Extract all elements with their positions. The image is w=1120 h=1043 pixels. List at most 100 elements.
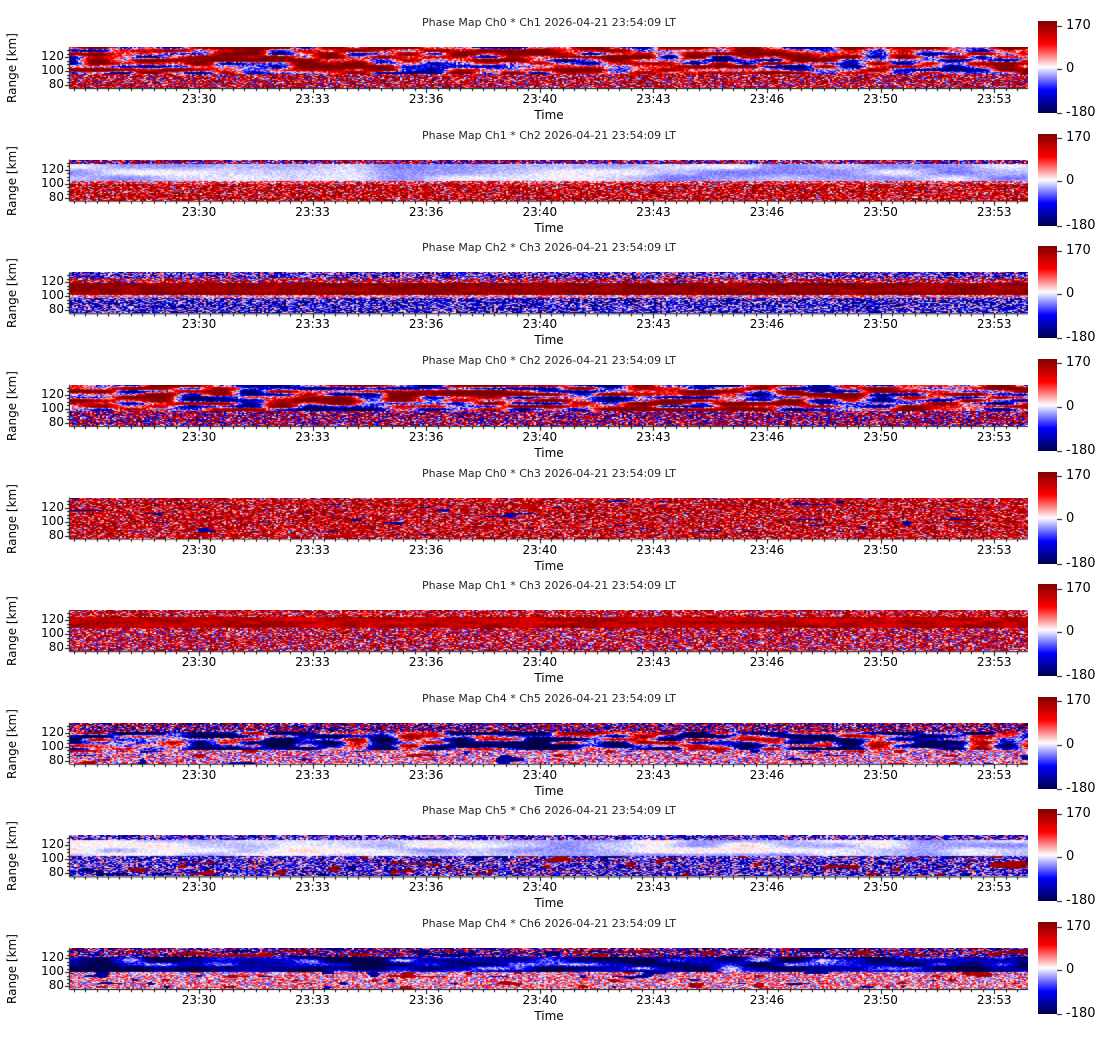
- x-tick-label: 23:43: [636, 204, 671, 219]
- x-tick-label: 23:53: [976, 880, 1012, 895]
- colorbar-tick-label: 0: [1066, 173, 1075, 189]
- x-axis-label: Time: [534, 1009, 564, 1023]
- x-tick-label: 23:40: [522, 92, 558, 106]
- colorbar-tick-label: 0: [1066, 736, 1075, 752]
- y-tick-label: 80: [48, 978, 64, 992]
- x-tick-label: 23:33: [295, 767, 330, 782]
- y-axis-label: Range [km]: [5, 370, 19, 441]
- panel-title: Phase Map Ch0 * Ch3 2026-04-21 23:54:09 …: [422, 466, 676, 480]
- x-tick-label: 23:43: [636, 429, 671, 444]
- colorbar-tick-label: -180: [1066, 330, 1096, 346]
- x-tick-label: 23:46: [749, 542, 785, 557]
- x-tick-label: 23:36: [408, 204, 444, 219]
- x-axis-label: Time: [534, 333, 564, 348]
- x-tick-label: 23:46: [749, 993, 785, 1007]
- y-axis-label: Range [km]: [5, 33, 19, 103]
- x-tick-label: 23:46: [749, 880, 785, 895]
- x-tick-label: 23:46: [749, 767, 785, 782]
- x-tick-label: 23:50: [863, 767, 898, 782]
- x-tick-label: 23:30: [181, 204, 217, 219]
- y-tick-label: 120: [41, 49, 64, 63]
- y-tick-label: 120: [41, 386, 64, 401]
- colorbar-tick-label: -180: [1066, 217, 1096, 233]
- colorbar-tick-label: 170: [1066, 805, 1091, 821]
- colorbar-tick-label: 0: [1066, 511, 1075, 527]
- colorbar-tick-label: -180: [1066, 442, 1096, 458]
- x-tick-label: 23:43: [636, 92, 671, 106]
- heatmap-ch5xch6: [70, 835, 1028, 877]
- colorbar-tick-label: 0: [1066, 286, 1075, 302]
- x-axis-label: Time: [534, 896, 564, 911]
- x-tick-label: 23:30: [181, 92, 217, 106]
- x-axis-label: Time: [534, 445, 564, 460]
- x-tick-label: 23:33: [295, 655, 330, 670]
- colorbar: [1038, 584, 1057, 677]
- y-axis-label: Range [km]: [5, 934, 19, 1004]
- x-tick-label: 23:33: [295, 204, 330, 219]
- colorbar-tick-label: 170: [1066, 130, 1091, 146]
- x-tick-label: 23:40: [522, 767, 558, 782]
- y-axis-label: Range [km]: [5, 821, 19, 892]
- colorbar-tick-label: 170: [1066, 355, 1091, 371]
- panel-title: Phase Map Ch4 * Ch5 2026-04-21 23:54:09 …: [422, 691, 676, 705]
- y-tick-label: 120: [41, 837, 64, 852]
- x-tick-label: 23:36: [408, 767, 444, 782]
- colorbar-tick-label: 0: [1066, 849, 1075, 865]
- panel-title: Phase Map Ch1 * Ch2 2026-04-21 23:54:09 …: [422, 128, 676, 142]
- y-tick-label: 120: [41, 274, 64, 289]
- x-axis-label: Time: [534, 220, 564, 235]
- y-tick-label: 120: [41, 724, 64, 739]
- colorbar: [1038, 21, 1057, 113]
- x-tick-label: 23:33: [295, 317, 330, 332]
- x-tick-label: 23:50: [863, 429, 898, 444]
- x-axis-label: Time: [534, 558, 564, 573]
- y-axis-label: Range [km]: [5, 258, 19, 329]
- x-tick-label: 23:50: [863, 993, 898, 1007]
- x-tick-label: 23:40: [522, 204, 558, 219]
- y-tick-label: 100: [41, 63, 64, 77]
- panel-title: Phase Map Ch5 * Ch6 2026-04-21 23:54:09 …: [422, 804, 676, 818]
- colorbar-tick-label: -180: [1066, 105, 1096, 120]
- panel-title: Phase Map Ch0 * Ch1 2026-04-21 23:54:09 …: [422, 16, 676, 29]
- x-axis-label: Time: [534, 671, 564, 686]
- heatmap-ch1xch3: [70, 610, 1028, 652]
- x-tick-label: 23:53: [976, 317, 1012, 332]
- x-tick-label: 23:50: [863, 542, 898, 557]
- y-tick-label: 80: [48, 752, 64, 767]
- x-tick-label: 23:40: [522, 542, 558, 557]
- y-axis-label: Range [km]: [5, 596, 19, 667]
- x-tick-label: 23:43: [636, 542, 671, 557]
- y-tick-label: 100: [41, 400, 64, 415]
- panel-title: Phase Map Ch1 * Ch3 2026-04-21 23:54:09 …: [422, 579, 676, 593]
- heatmap-ch1xch2: [70, 159, 1028, 201]
- colorbar-tick-label: 0: [1066, 60, 1075, 76]
- x-tick-label: 23:50: [863, 880, 898, 895]
- colorbar: [1038, 809, 1057, 902]
- x-tick-label: 23:30: [181, 767, 217, 782]
- x-tick-label: 23:36: [408, 993, 444, 1007]
- x-tick-label: 23:43: [636, 993, 671, 1007]
- y-tick-label: 100: [41, 513, 64, 528]
- y-tick-label: 100: [41, 175, 64, 190]
- heatmap-ch0xch3: [70, 497, 1028, 539]
- x-tick-label: 23:53: [976, 655, 1012, 670]
- x-tick-label: 23:43: [636, 767, 671, 782]
- x-tick-label: 23:46: [749, 92, 785, 106]
- x-tick-label: 23:46: [749, 655, 785, 670]
- x-tick-label: 23:43: [636, 880, 671, 895]
- panel-title: Phase Map Ch2 * Ch3 2026-04-21 23:54:09 …: [422, 241, 676, 255]
- y-tick-label: 80: [48, 865, 64, 880]
- colorbar: [1038, 922, 1057, 1014]
- x-tick-label: 23:33: [295, 92, 330, 106]
- colorbar-tick-label: 0: [1066, 623, 1075, 639]
- x-tick-label: 23:50: [863, 204, 898, 219]
- colorbar: [1038, 246, 1057, 339]
- y-tick-label: 100: [41, 738, 64, 753]
- x-tick-label: 23:50: [863, 655, 898, 670]
- y-tick-label: 100: [41, 288, 64, 303]
- colorbar-tick-label: 170: [1066, 580, 1091, 596]
- x-tick-label: 23:40: [522, 429, 558, 444]
- x-tick-label: 23:33: [295, 542, 330, 557]
- colorbar-tick-label: 0: [1066, 961, 1075, 977]
